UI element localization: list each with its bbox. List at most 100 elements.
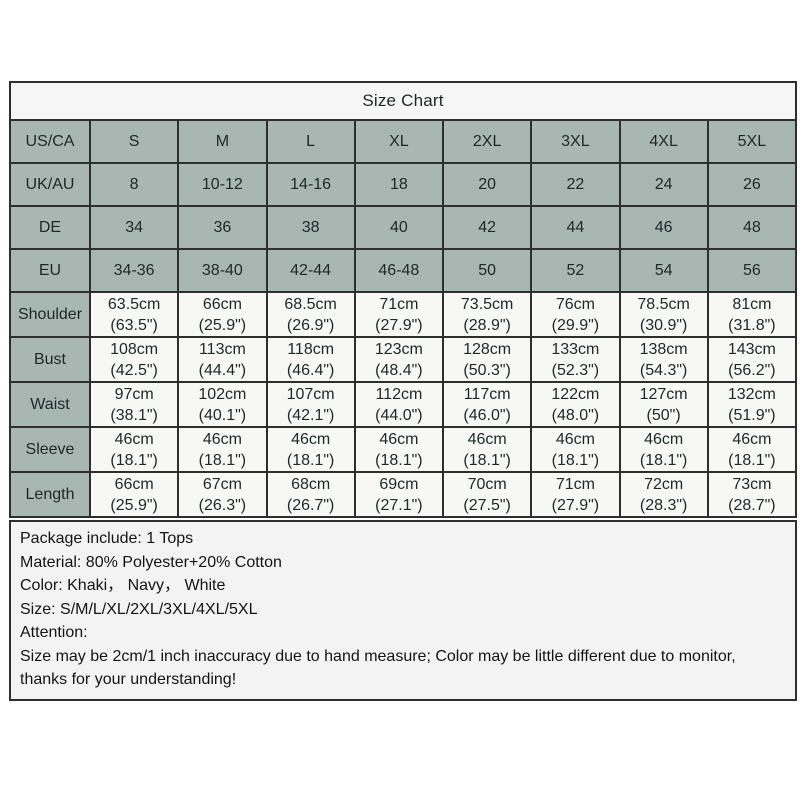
measurement-cell: 133cm (52.3") xyxy=(530,336,621,383)
measurement-cm: 117cm xyxy=(463,385,511,403)
measurement-cm: 71cm xyxy=(379,295,419,313)
measurement-cm: 46cm xyxy=(467,430,507,448)
size-chart-body: Size Chart US/CA S M L XL 2XL 3XL 4XL 5XL UK/AU 8 1… xyxy=(9,81,798,518)
size-cell: 34 xyxy=(88,205,180,250)
measurement-inch: (56.2") xyxy=(728,361,776,379)
measurement-cell: 117cm (46.0") xyxy=(441,381,533,428)
measurement-inch: (31.8") xyxy=(728,316,776,334)
measurement-row-waist: Waist 97cm (38.1") 102cm (40.1") 107cm (42.1")… xyxy=(9,381,798,428)
measurement-inch: (18.1") xyxy=(728,451,776,469)
product-details-panel: Package include: 1 Tops Material: 80% Po… xyxy=(9,520,797,701)
measurement-cm: 122cm xyxy=(551,385,600,403)
measurement-cm: 128cm xyxy=(463,340,512,358)
size-cell: S xyxy=(88,119,180,164)
measurement-inch: (29.9") xyxy=(551,316,600,334)
measurement-inch: (42.5") xyxy=(110,361,158,379)
measurement-cell: 108cm (42.5") xyxy=(88,336,180,383)
measurement-cell: 128cm (50.3") xyxy=(441,336,533,383)
measurement-row-length: Length 66cm (25.9") 67cm (26.3") 68cm (26.7") 6… xyxy=(9,471,798,518)
size-cell: 44 xyxy=(530,205,621,250)
size-chart-title: Size Chart xyxy=(9,81,797,121)
size-cell: 54 xyxy=(618,248,709,293)
size-cell: 56 xyxy=(706,248,798,293)
measurement-cell: 46cm (18.1") xyxy=(177,426,268,473)
measurement-cell: 107cm (42.1") xyxy=(265,381,356,428)
size-cell: 3XL xyxy=(530,119,621,164)
measurement-cm: 97cm xyxy=(114,385,154,403)
measurement-inch: (52.3") xyxy=(551,361,600,379)
measurement-cm: 108cm xyxy=(110,340,159,358)
measurement-row-shoulder: Shoulder 63.5cm (63.5") 66cm (25.9") 68.5cm (2… xyxy=(9,291,798,338)
measurement-cell: 71cm (27.9") xyxy=(530,471,621,518)
size-cell: 24 xyxy=(618,162,709,207)
measurement-cell: 113cm (44.4") xyxy=(177,336,268,383)
measurement-cell: 67cm (26.3") xyxy=(177,471,268,518)
detail-material: Material: 80% Polyester+20% Cotton xyxy=(20,553,282,571)
measurement-inch: (42.1") xyxy=(286,406,335,424)
size-cell: 20 xyxy=(441,162,533,207)
measurement-cm: 81cm xyxy=(732,295,772,313)
size-cell: 42-44 xyxy=(265,248,356,293)
measurement-inch: (25.9") xyxy=(110,496,158,514)
size-cell: 40 xyxy=(353,205,445,250)
measurement-cm: 69cm xyxy=(379,475,419,493)
measurement-cm: 46cm xyxy=(291,430,331,448)
measurement-inch: (27.5") xyxy=(463,496,511,514)
size-cell: XL xyxy=(353,119,445,164)
measurement-cm: 73cm xyxy=(732,475,772,493)
measurement-inch: (28.3") xyxy=(639,496,688,514)
size-cell: 34-36 xyxy=(88,248,180,293)
measurement-inch: (50") xyxy=(646,406,681,424)
measurement-inch: (26.3") xyxy=(198,496,247,514)
measurement-cm: 102cm xyxy=(198,385,247,403)
measurement-cm: 113cm xyxy=(198,340,246,358)
row-label: DE xyxy=(9,205,91,250)
size-cell: 2XL xyxy=(441,119,533,164)
size-cell: 22 xyxy=(530,162,621,207)
size-row-uk-au: UK/AU 8 10-12 14-16 18 20 22 24 26 xyxy=(9,162,798,207)
measurement-cm: 143cm xyxy=(727,340,776,358)
size-cell: 18 xyxy=(353,162,445,207)
measurement-inch: (28.7") xyxy=(728,496,776,514)
detail-attention-body: Size may be 2cm/1 inch inaccuracy due to… xyxy=(20,647,741,689)
measurement-cell: 78.5cm (30.9") xyxy=(618,291,709,338)
measurement-inch: (27.9") xyxy=(375,316,423,334)
measurement-cell: 102cm (40.1") xyxy=(177,381,268,428)
detail-color: Color: Khaki， Navy， White xyxy=(20,577,226,594)
measurement-cell: 127cm (50") xyxy=(618,381,709,428)
measurement-cm: 46cm xyxy=(732,430,772,448)
detail-package: Package include: 1 Tops xyxy=(20,530,194,547)
measurement-inch: (48.4") xyxy=(375,361,423,379)
measurement-cell: 46cm (18.1") xyxy=(441,426,533,473)
size-cell: 42 xyxy=(441,205,533,250)
measurement-cm: 107cm xyxy=(286,385,335,403)
measurement-cell: 118cm (46.4") xyxy=(265,336,356,383)
measurement-cm: 133cm xyxy=(551,340,600,358)
measurement-cell: 143cm (56.2") xyxy=(706,336,798,383)
measurement-cm: 73.5cm xyxy=(460,295,514,313)
measurement-cm: 123cm xyxy=(374,340,423,358)
size-chart-table: Size Chart US/CA S M L XL 2XL 3XL 4XL 5XL UK/AU 8 1… xyxy=(9,81,798,518)
measurement-cm: 46cm xyxy=(644,430,684,448)
measurement-inch: (44.0") xyxy=(375,406,423,424)
size-cell: 26 xyxy=(706,162,798,207)
measurement-cell: 122cm (48.0") xyxy=(530,381,621,428)
measurement-cell: 46cm (18.1") xyxy=(353,426,445,473)
measurement-cell: 73cm (28.7") xyxy=(706,471,798,518)
size-cell: 46 xyxy=(618,205,709,250)
size-cell: L xyxy=(265,119,356,164)
row-label: US/CA xyxy=(9,119,91,164)
measurement-cm: 71cm xyxy=(555,475,595,493)
measurement-inch: (18.1") xyxy=(198,451,247,469)
measurement-cell: 70cm (27.5") xyxy=(441,471,533,518)
size-cell: 52 xyxy=(530,248,621,293)
measurement-inch: (48.0") xyxy=(551,406,600,424)
measurement-cell: 46cm (18.1") xyxy=(530,426,621,473)
measurement-cm: 138cm xyxy=(639,340,688,358)
measurement-cm: 118cm xyxy=(287,340,335,358)
measurement-cm: 46cm xyxy=(114,430,154,448)
size-row-eu: EU 34-36 38-40 42-44 46-48 50 52 54 56 xyxy=(9,248,798,293)
size-cell: 8 xyxy=(88,162,180,207)
title-row: Size Chart xyxy=(9,81,797,121)
measurement-cm: 78.5cm xyxy=(637,295,690,313)
